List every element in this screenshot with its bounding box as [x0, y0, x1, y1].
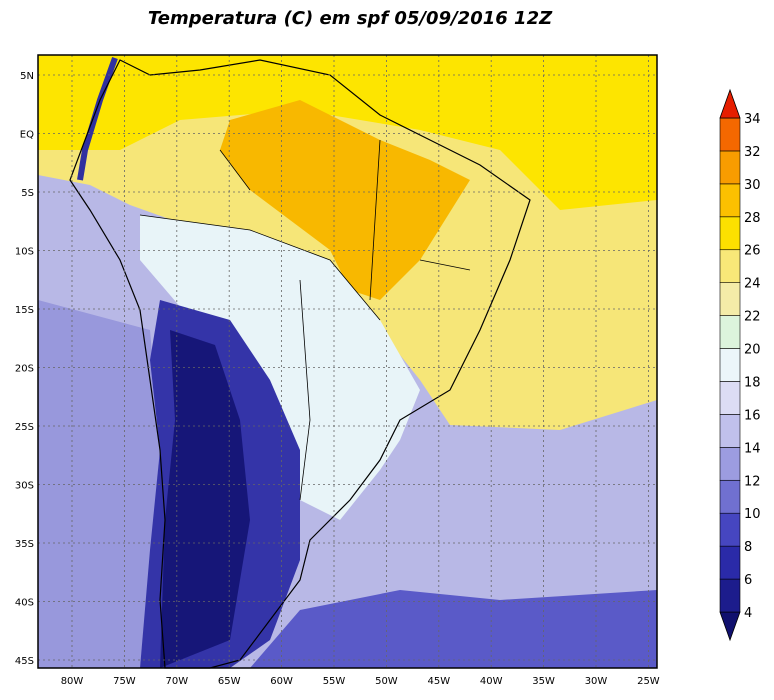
hot-region	[38, 55, 657, 210]
coldest-region	[160, 330, 250, 668]
colorbar-band	[719, 183, 741, 218]
colorbar-label: 28	[744, 211, 761, 226]
hottest-region	[220, 100, 470, 300]
colorbar-label: 4	[744, 606, 752, 621]
map-field	[38, 55, 657, 669]
colorbar-label: 30	[744, 178, 761, 193]
lat-label: 30S	[15, 481, 34, 492]
coastline	[69, 59, 531, 669]
borders	[139, 139, 471, 501]
colorbar-band	[719, 381, 741, 415]
lat-label: 5S	[21, 188, 34, 199]
title: Temperatura (C) em spf 05/09/2016 12Z	[148, 8, 553, 29]
colorbar-band	[719, 447, 741, 481]
colorbar-band	[719, 315, 741, 349]
lon-label: 40W	[480, 676, 503, 687]
lat-label: 45S	[15, 656, 34, 667]
colorbar-label: 24	[744, 277, 761, 292]
colorbar-band	[719, 150, 741, 185]
lon-label: 70W	[165, 676, 188, 687]
colorbar-extension	[719, 88, 741, 119]
colorbar-label: 26	[744, 244, 761, 259]
colorbar-extension	[719, 611, 741, 642]
lon-label: 55W	[323, 676, 346, 687]
lon-label: 65W	[218, 676, 241, 687]
lat-label: 25S	[15, 422, 34, 433]
colorbar-label: 14	[744, 441, 761, 456]
colorbar-label: 20	[744, 343, 761, 358]
lat-label: 20S	[15, 364, 34, 375]
lon-label: 60W	[270, 676, 293, 687]
colorbar: 4 6 8 10 12 14 16 18 20 22 24 26 28 30 32 34	[719, 88, 761, 642]
colorbar-label: 8	[744, 540, 752, 555]
lon-label: 75W	[113, 676, 136, 687]
grid	[38, 55, 657, 668]
colorbar-band	[719, 414, 741, 448]
colorbar-label: 12	[744, 474, 761, 489]
south-ocean-cold	[250, 590, 657, 668]
colorbar-band	[719, 578, 741, 613]
colorbar-band	[719, 479, 741, 514]
lon-label: 30W	[585, 676, 608, 687]
lon-label: 35W	[532, 676, 555, 687]
lat-label: 15S	[15, 305, 34, 316]
colorbar-band	[719, 117, 741, 152]
colorbar-label: 6	[744, 573, 752, 588]
colorbar-label: 16	[744, 408, 761, 423]
colorbar-label: 18	[744, 375, 761, 390]
lat-label: 10S	[15, 247, 34, 258]
colorbar-label: 10	[744, 507, 761, 522]
andes-north	[77, 56, 118, 181]
colorbar-label: 22	[744, 310, 761, 325]
lat-label: 35S	[15, 539, 34, 550]
pacific-cool	[38, 300, 160, 668]
colorbar-band	[719, 545, 741, 580]
lon-label: 50W	[375, 676, 398, 687]
lat-label: 5N	[20, 71, 34, 82]
colorbar-band	[719, 512, 741, 547]
colorbar-band	[719, 282, 741, 316]
lat-label: 40S	[15, 598, 34, 609]
lon-label: 25W	[637, 676, 660, 687]
lon-label: 45W	[427, 676, 450, 687]
lon-label: 80W	[61, 676, 84, 687]
map-frame	[37, 54, 658, 669]
colorbar-label: 32	[744, 145, 761, 160]
colorbar-band	[719, 348, 741, 382]
lat-label: EQ	[20, 130, 34, 141]
colorbar-band	[719, 216, 741, 251]
colorbar-band	[719, 249, 741, 283]
colorbar-label: 34	[744, 112, 761, 127]
